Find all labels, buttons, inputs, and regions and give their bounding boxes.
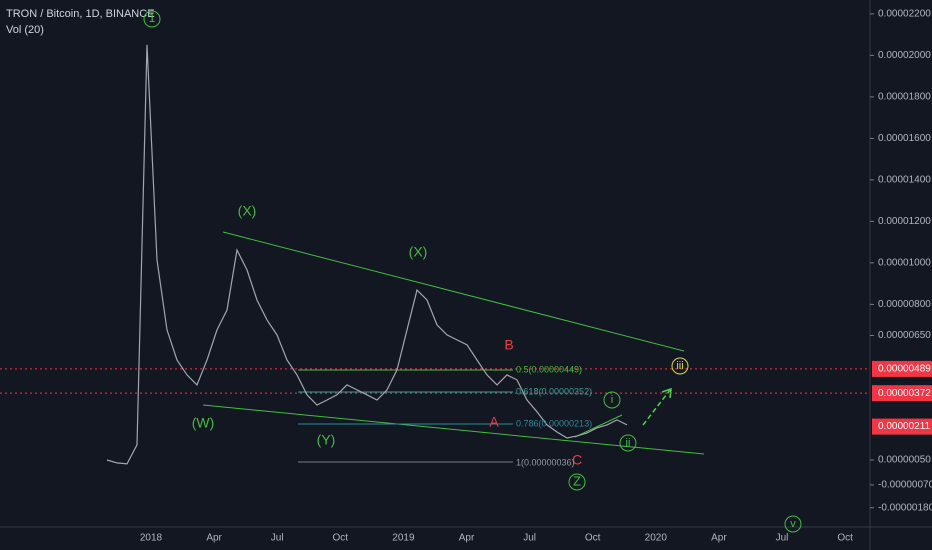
annotation: i xyxy=(611,394,613,406)
annotation-circle xyxy=(784,515,802,533)
annotation: 0.786(0.00000213) xyxy=(516,418,592,428)
annotation: A xyxy=(489,414,499,430)
y-tick-label: -0.00000070 xyxy=(878,480,932,491)
y-tick-label: 0.00001800 xyxy=(878,92,931,103)
x-tick-label: Apr xyxy=(711,533,727,544)
annotation: (W) xyxy=(192,415,215,431)
x-tick-label: Jul xyxy=(776,533,789,544)
x-tick-label: Apr xyxy=(459,533,475,544)
annotation: (X) xyxy=(238,203,257,219)
annotation: Z xyxy=(573,473,581,488)
price-marker xyxy=(872,418,932,435)
x-tick-label: 2018 xyxy=(140,533,163,544)
annotation: 0.618(0.00000352) xyxy=(516,386,592,396)
x-tick-label: 2019 xyxy=(392,533,415,544)
price-line-series xyxy=(106,44,628,465)
chart-subtitle: Vol (20) xyxy=(6,24,44,36)
y-tick-label: 0.00000650 xyxy=(878,330,931,341)
annotation-circle xyxy=(671,357,689,375)
y-tick-label: 0.00000800 xyxy=(878,299,931,310)
y-tick-label: -0.00000180 xyxy=(878,502,932,513)
trend-line xyxy=(222,231,685,352)
annotation: 0.5(0.00000449) xyxy=(516,364,582,374)
annotation: C xyxy=(572,452,582,468)
arrow xyxy=(642,389,671,426)
annotation-circle xyxy=(603,391,621,409)
y-tick-label: 0.00001600 xyxy=(878,133,931,144)
annotation: ii xyxy=(626,437,631,449)
x-tick-label: Jul xyxy=(523,533,536,544)
y-tick-label: 0.00002000 xyxy=(878,50,931,61)
price-marker xyxy=(872,360,932,377)
arrow-head xyxy=(661,387,672,399)
price-marker-label: 0.00000211 xyxy=(878,421,931,432)
y-tick-label: 0.00002200 xyxy=(878,9,931,20)
price-marker-label: 0.00000372 xyxy=(878,388,931,399)
price-marker-label: 0.00000489 xyxy=(878,364,931,375)
annotation-circle xyxy=(619,434,637,452)
chart-title: TRON / Bitcoin, 1D, BINANCE xyxy=(6,8,155,20)
annotation-circle xyxy=(568,473,586,491)
annotation: 1(0.00000036) xyxy=(516,457,575,467)
annotation: iii xyxy=(676,360,683,372)
annotation: (Y) xyxy=(317,432,336,448)
x-tick-label: Jul xyxy=(271,533,284,544)
x-tick-label: 2020 xyxy=(645,533,668,544)
y-tick-label: 0.00000050 xyxy=(878,455,931,466)
x-tick-label: Oct xyxy=(333,533,349,544)
price-marker xyxy=(872,385,932,402)
trend-line xyxy=(574,414,623,438)
y-tick-label: 0.00001400 xyxy=(878,175,931,186)
annotation: 1 xyxy=(149,11,156,25)
annotation: B xyxy=(504,337,513,353)
x-tick-label: Oct xyxy=(837,533,853,544)
x-tick-label: Apr xyxy=(206,533,222,544)
y-tick-label: 0.00001200 xyxy=(878,216,931,227)
annotation: (X) xyxy=(409,244,428,260)
x-tick-label: Oct xyxy=(585,533,601,544)
y-tick-label: 0.00001000 xyxy=(878,258,931,269)
annotation: v xyxy=(790,518,796,530)
annotation-circle xyxy=(143,10,161,28)
